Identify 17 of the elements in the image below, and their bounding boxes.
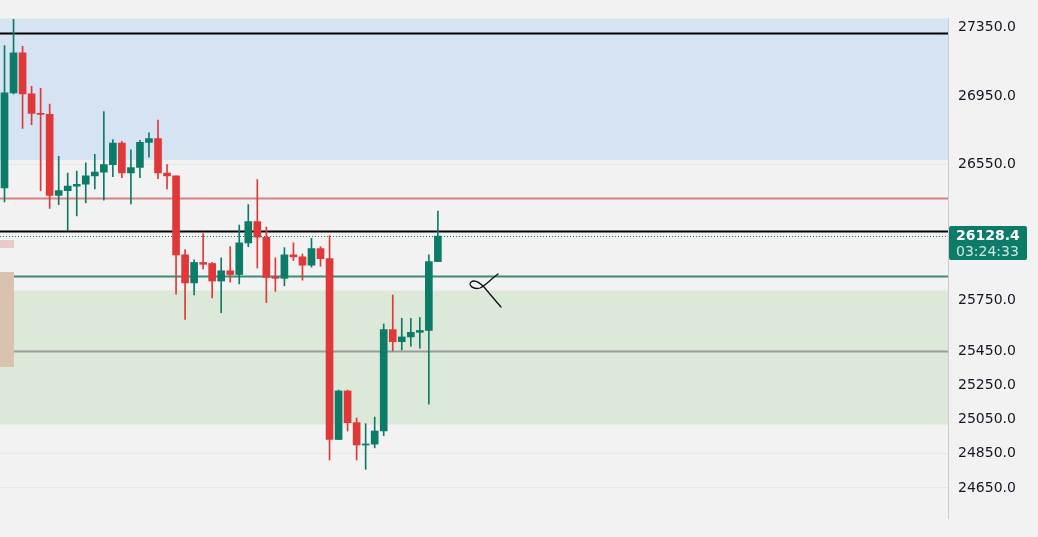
candlestick	[388, 294, 397, 352]
candlestick	[253, 179, 262, 269]
y-tick-label: 25050.0	[958, 410, 1016, 427]
candlestick	[226, 246, 235, 283]
y-tick-label: 24850.0	[958, 444, 1016, 461]
candlestick	[217, 257, 226, 314]
ref-line-label: 26128.4	[956, 226, 1021, 243]
y-tick-label: 25450.0	[958, 342, 1016, 359]
y-tick-label: 27350.0	[958, 18, 1016, 35]
y-tick-label: 25250.0	[958, 376, 1016, 393]
y-tick-label: 26550.0	[958, 154, 1016, 171]
candlestick	[90, 154, 99, 190]
y-tick-label: 25750.0	[958, 291, 1016, 308]
y-tick-label: 24650.0	[958, 478, 1016, 495]
text: 03:24:33	[956, 242, 1019, 259]
y-tick-label: 26950.0	[958, 86, 1016, 103]
candlestick	[397, 318, 406, 351]
